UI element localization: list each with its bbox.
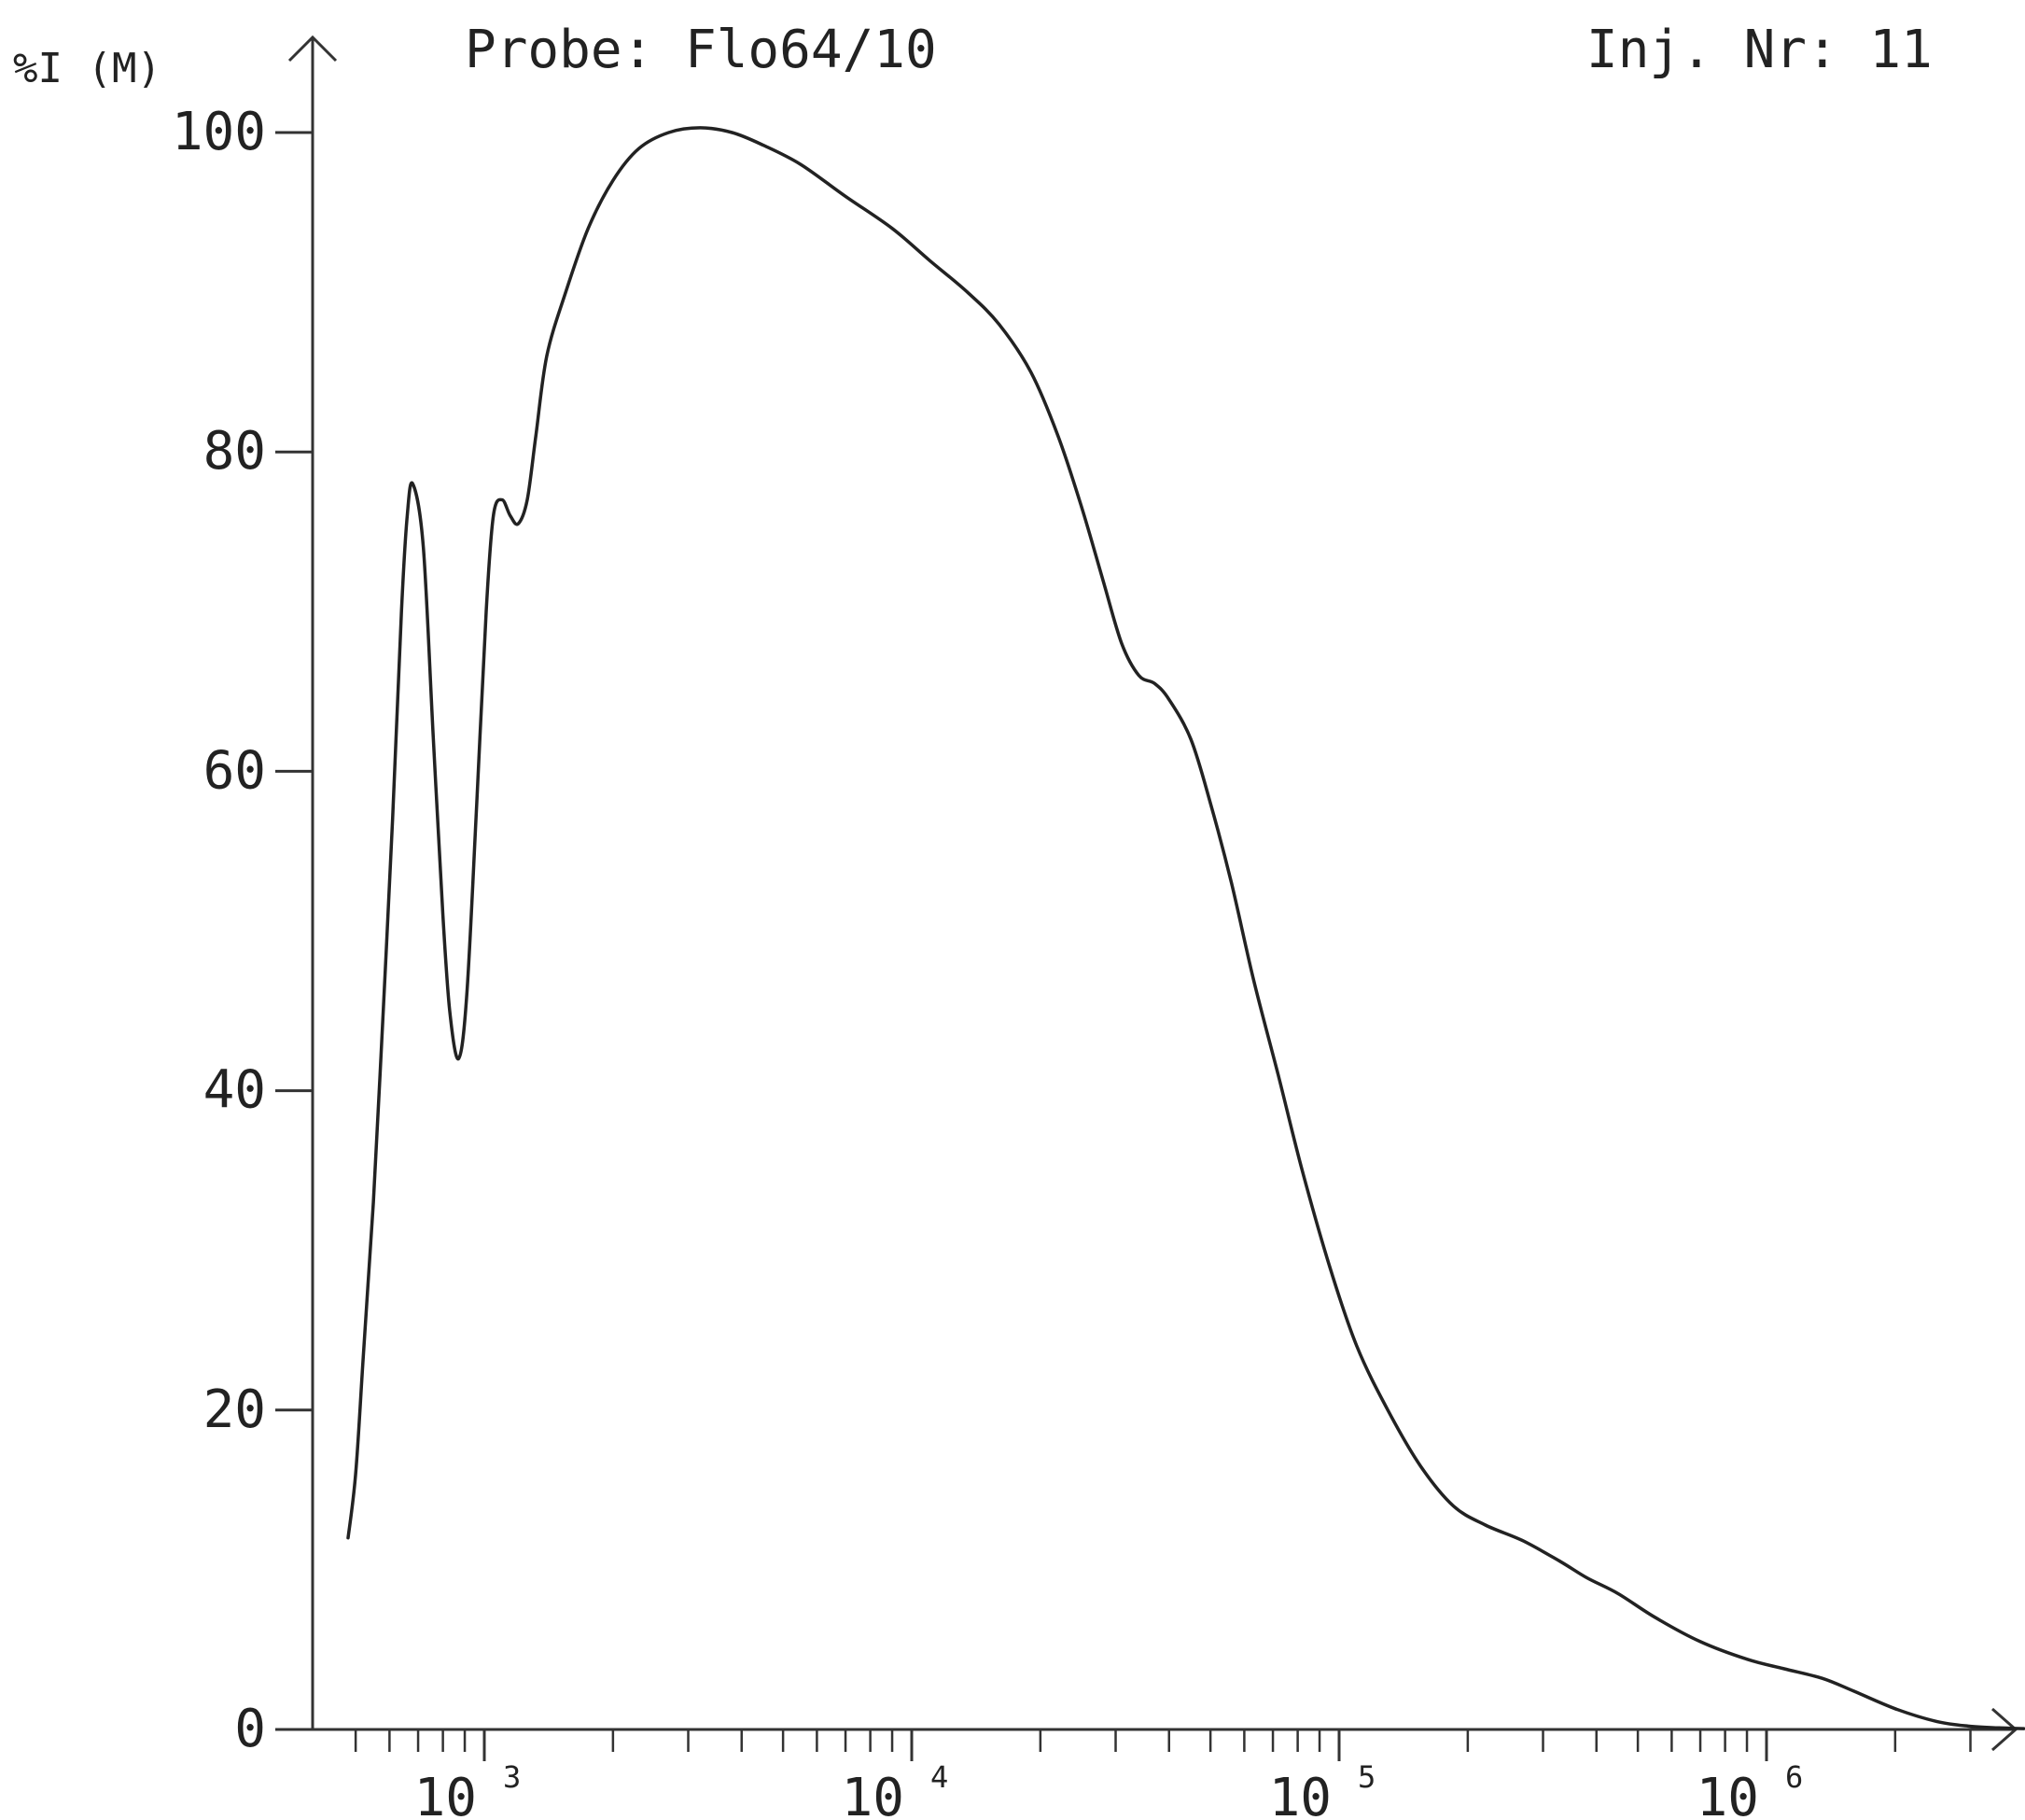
x-tick-exponent: 6: [1785, 1759, 1803, 1795]
x-tick-label: 10: [414, 1768, 477, 1820]
y-tick-label: 20: [203, 1379, 266, 1440]
y-tick-label: 80: [203, 421, 266, 482]
tick-marks: [275, 131, 1972, 1761]
y-tick-label: 0: [234, 1699, 266, 1759]
x-tick-label: 10: [1269, 1768, 1332, 1820]
series-line: [346, 126, 2025, 1730]
y-tick-label: 40: [203, 1060, 266, 1121]
x-tick-exponent: 4: [930, 1759, 948, 1795]
x-tick-exponent: 3: [503, 1759, 521, 1795]
tick-labels: 0 20 40 60 80 100 10 3 10 4 10 5 10 6: [172, 102, 1803, 1820]
axes: [287, 35, 2018, 1752]
y-tick-label: 100: [172, 102, 266, 162]
x-tick-exponent: 5: [1358, 1759, 1376, 1795]
probe-label: Probe: Flo64/10: [465, 20, 937, 80]
series-group: [346, 126, 2025, 1730]
y-axis-label: %I (M): [13, 45, 161, 92]
y-axis-arrow: [287, 35, 338, 63]
y-tick-label: 60: [203, 740, 266, 801]
x-tick-label: 10: [842, 1768, 904, 1820]
injection-label: Inj. Nr: 11: [1586, 20, 1933, 80]
x-tick-label: 10: [1697, 1768, 1759, 1820]
